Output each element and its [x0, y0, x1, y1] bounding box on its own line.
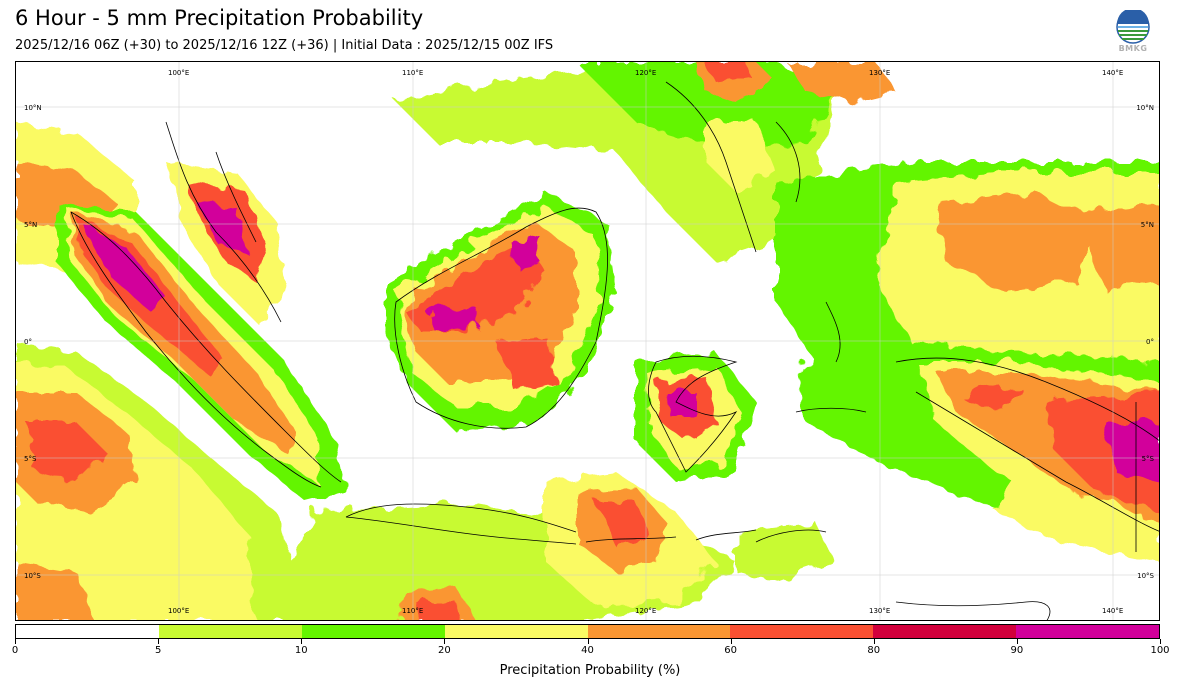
coastlines: [70, 81, 1159, 620]
colorbar-tick: [587, 639, 589, 644]
lat-label-left: 10°N: [24, 104, 42, 112]
lat-label-right: 10°S: [1137, 572, 1154, 580]
lon-label-top: 100°E: [168, 69, 189, 77]
lon-label-bottom: 120°E: [635, 607, 656, 615]
lat-label-left: 10°S: [24, 572, 41, 580]
colorbar-segment: [301, 625, 445, 638]
lon-label-top: 110°E: [402, 69, 423, 77]
lat-label-left: 0°: [24, 338, 32, 346]
logo-text: BMKG: [1118, 44, 1148, 53]
colorbar-tick-label: 90: [1010, 645, 1024, 656]
colorbar-segment: [730, 625, 874, 638]
lon-label-top: 130°E: [869, 69, 890, 77]
colorbar-segment: [158, 625, 302, 638]
chart-title: 6 Hour - 5 mm Precipitation Probability: [15, 6, 424, 30]
colorbar-tick: [730, 639, 732, 644]
bmkg-logo: BMKG: [1112, 8, 1154, 56]
bmkg-emblem-icon: [1116, 8, 1150, 44]
lon-label-bottom: 130°E: [869, 607, 890, 615]
colorbar-tick-label: 100: [1150, 645, 1170, 656]
lat-label-left: 5°S: [24, 455, 37, 463]
lat-label-right: 0°: [1146, 338, 1154, 346]
colorbar-segment: [1016, 625, 1159, 638]
colorbar-tick: [158, 639, 160, 644]
chart-subtitle: 2025/12/16 06Z (+30) to 2025/12/16 12Z (…: [15, 38, 554, 53]
lat-label-right: 10°N: [1136, 104, 1154, 112]
lon-label-bottom: 110°E: [402, 607, 423, 615]
lat-label-left: 5°N: [24, 221, 37, 229]
colorbar-tick: [873, 639, 875, 644]
colorbar-tick: [15, 639, 16, 644]
lat-label-right: 5°N: [1141, 221, 1154, 229]
lat-label-right: 5°S: [1142, 455, 1155, 463]
colorbar-segment: [16, 625, 159, 638]
colorbar-tick-label: 5: [154, 645, 162, 656]
colorbar-tick-label: 40: [581, 645, 594, 656]
colorbar-tick: [301, 639, 303, 644]
precipitation-map: 100°E 110°E 120°E 130°E 140°E 100°E 110°…: [16, 62, 1159, 620]
lon-label-bottom: 140°E: [1102, 607, 1123, 615]
colorbar-tick: [1160, 639, 1161, 644]
colorbar-segment: [444, 625, 588, 638]
probability-field: [16, 62, 1159, 620]
colorbar-tick-label: 60: [724, 645, 737, 656]
colorbar-tick: [444, 639, 446, 644]
colorbar-segment: [873, 625, 1017, 638]
graticule: [16, 62, 1159, 620]
colorbar: [15, 624, 1160, 639]
colorbar-segment: [587, 625, 731, 638]
lon-label-bottom: 100°E: [168, 607, 189, 615]
colorbar-tick-label: 10: [294, 645, 308, 656]
lon-label-top: 140°E: [1102, 69, 1123, 77]
colorbar-tick: [1016, 639, 1018, 644]
map-panel[interactable]: 100°E 110°E 120°E 130°E 140°E 100°E 110°…: [15, 61, 1160, 621]
colorbar-tick-label: 0: [11, 645, 19, 656]
colorbar-tick-label: 80: [867, 645, 881, 656]
lon-label-top: 120°E: [635, 69, 656, 77]
colorbar-title: Precipitation Probability (%): [499, 663, 681, 678]
colorbar-tick-label: 20: [438, 645, 451, 656]
